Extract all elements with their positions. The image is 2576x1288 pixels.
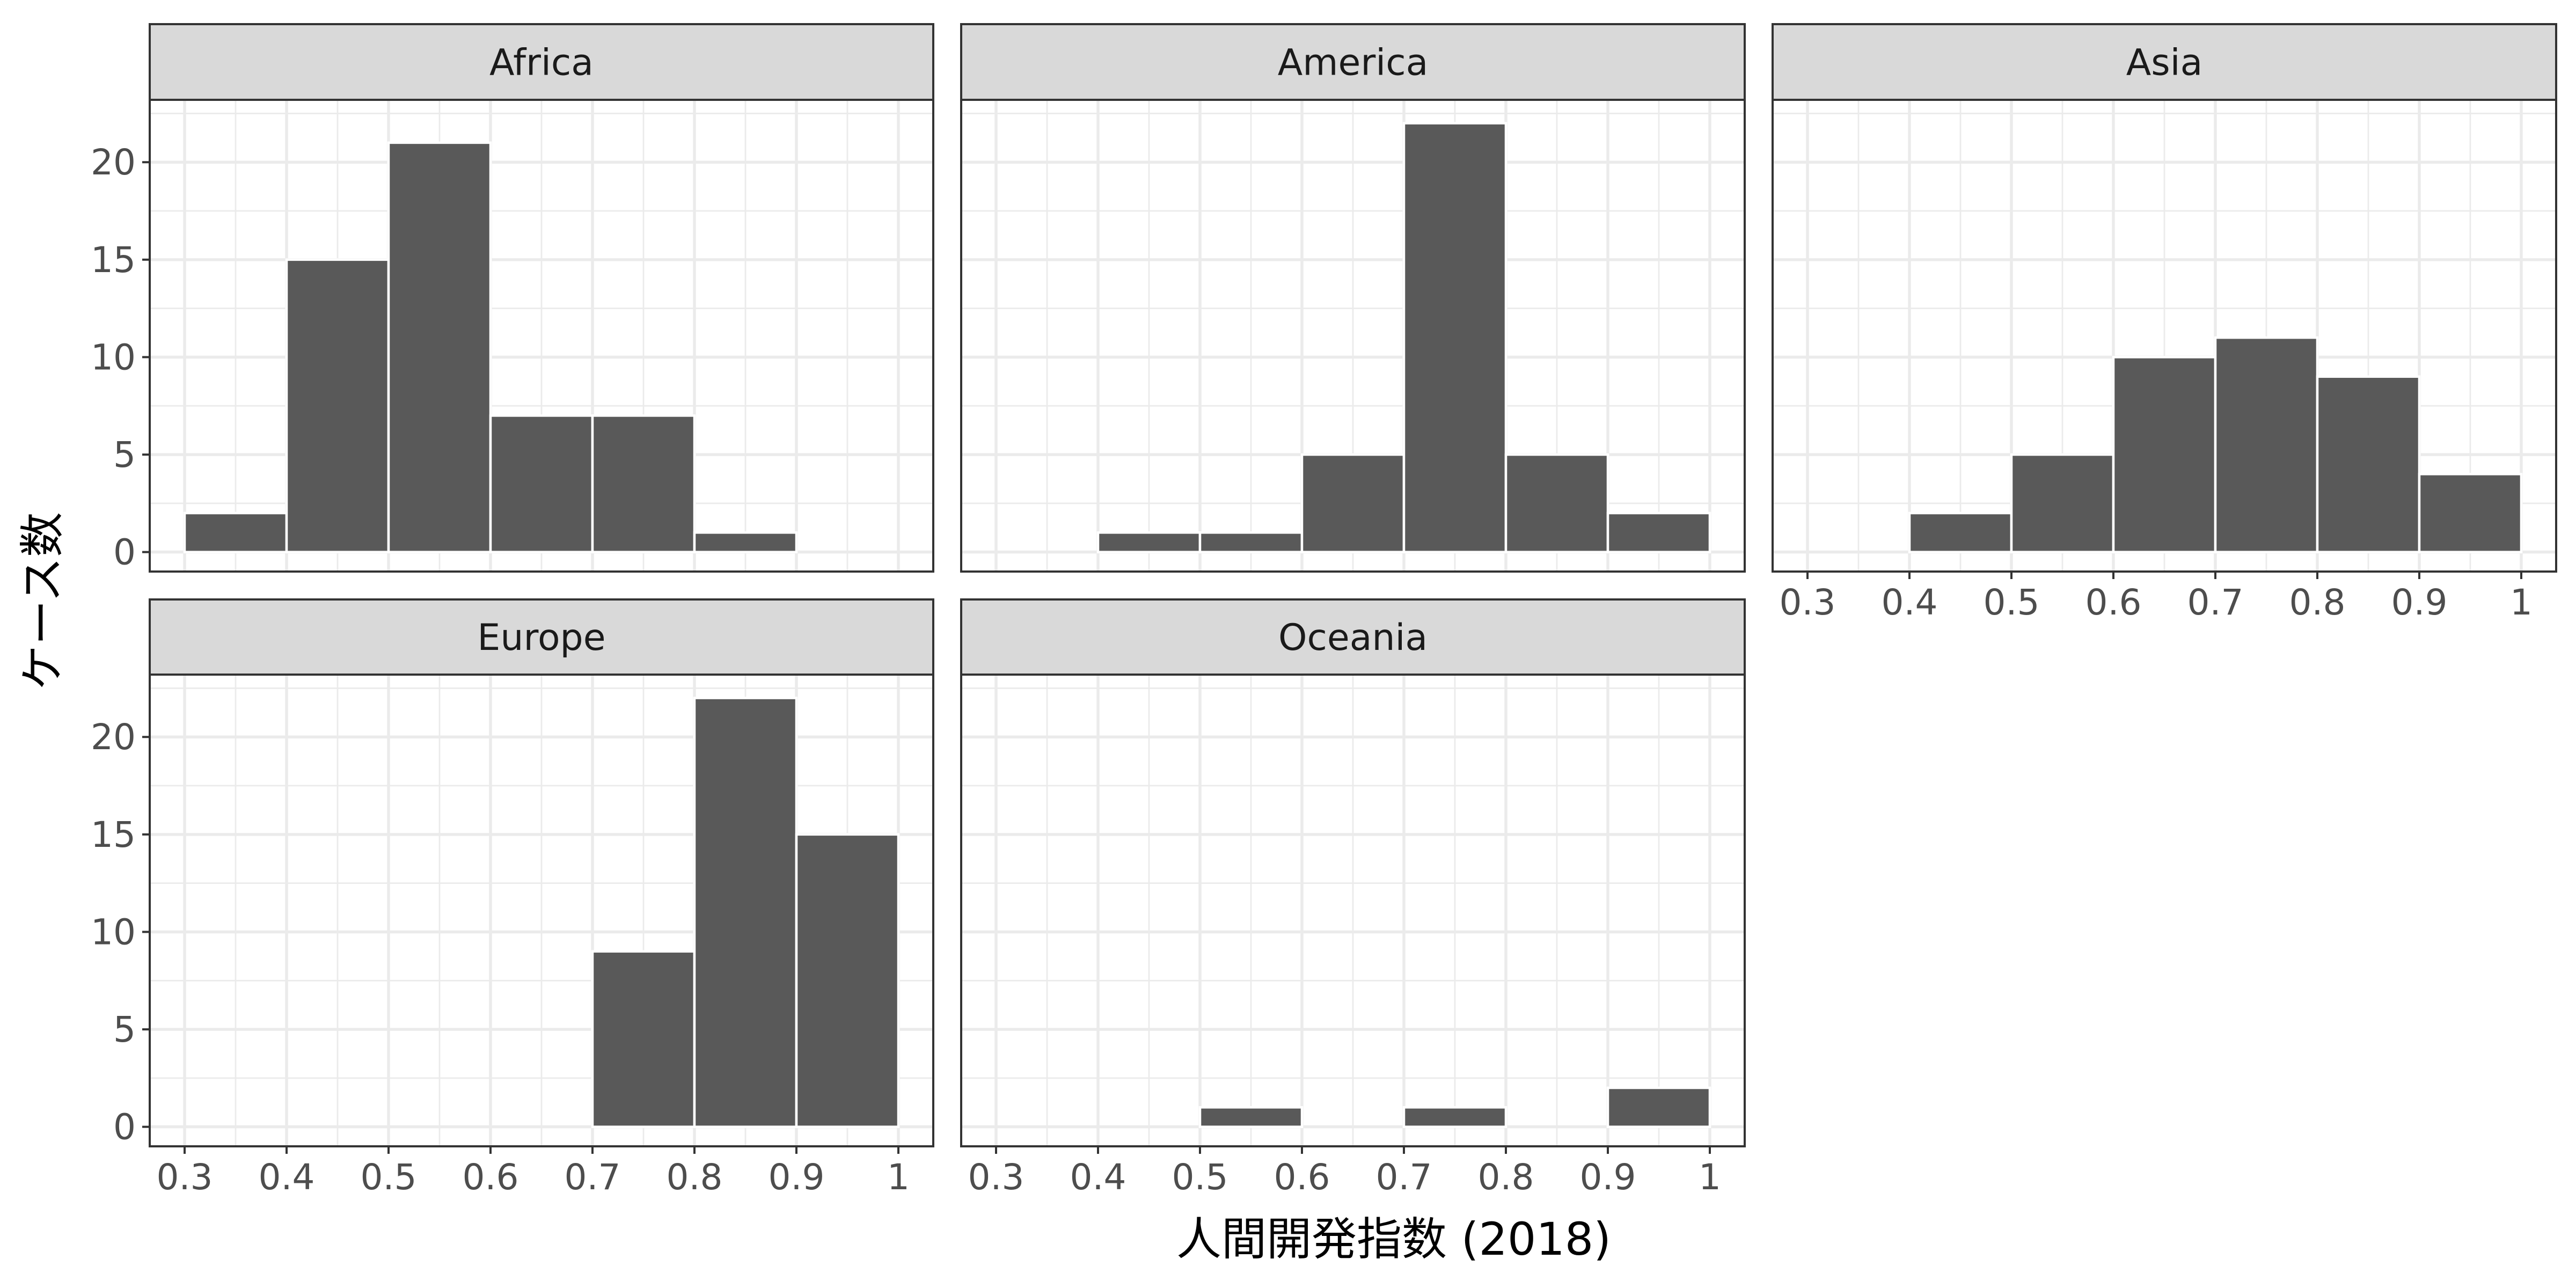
bar <box>1402 122 1507 553</box>
x-tick-label: 0.4 <box>1882 582 1938 623</box>
bar <box>1096 531 1202 553</box>
facet-panel-america: America <box>960 23 1746 573</box>
facet-panel-europe: Europe 0 5 10 15 20 0.3 0.4 0.5 0.6 0.7 0.8 0.9 1 <box>91 598 934 1198</box>
facet-strip-label: America <box>1278 42 1429 84</box>
facet-strip <box>960 23 1746 101</box>
y-tick-label: 15 <box>91 239 136 281</box>
bar <box>1198 1106 1304 1128</box>
x-tick-label: 0.5 <box>361 1157 417 1198</box>
bar <box>2010 453 2115 553</box>
bar <box>693 697 798 1128</box>
bar <box>1504 453 1609 553</box>
y-tick-label: 5 <box>113 1009 136 1050</box>
facet-panel-asia: Asia 0.3 0.4 0.5 0.6 0.7 0.8 0.9 1 <box>1772 23 2557 623</box>
y-tick-label: 20 <box>91 716 136 758</box>
x-tick-label: 0.8 <box>1478 1157 1534 1198</box>
x-tick-label: 0.7 <box>2187 582 2244 623</box>
bar <box>285 258 390 553</box>
x-tick-label: 0.4 <box>259 1157 315 1198</box>
y-tick-label: 20 <box>91 142 136 183</box>
y-tick-label: 10 <box>91 336 136 378</box>
x-tick-label: 0.9 <box>769 1157 825 1198</box>
bar <box>1198 531 1304 553</box>
bar <box>2214 336 2319 553</box>
facet-strip-label: Africa <box>489 42 594 84</box>
x-tick-label: 0.7 <box>1376 1157 1432 1198</box>
bar <box>1606 511 1711 553</box>
bar <box>489 414 594 553</box>
x-tick-label: 0.6 <box>2085 582 2142 623</box>
facet-strip <box>149 23 934 101</box>
y-tick-label: 0 <box>113 1107 136 1148</box>
bar <box>2112 356 2217 553</box>
facet-panel-africa: Africa 0 5 10 15 20 <box>91 23 934 573</box>
bar <box>693 531 798 553</box>
y-tick-label: 5 <box>113 434 136 475</box>
x-tick-label: 0.3 <box>1780 582 1836 623</box>
y-axis-title: ケース数 <box>16 512 69 690</box>
bar <box>795 833 900 1128</box>
x-tick-label: 0.3 <box>157 1157 213 1198</box>
bar <box>591 950 696 1128</box>
facet-strip <box>1772 23 2557 101</box>
x-tick-label: 0.7 <box>565 1157 621 1198</box>
bar <box>1908 511 2013 553</box>
facet-panel-oceania: Oceania 0.3 0.4 0.5 0.6 0.7 0.8 0.9 1 <box>960 598 1746 1198</box>
facet-strip-label: Oceania <box>1278 617 1428 659</box>
y-tick-label: 0 <box>113 532 136 573</box>
bar <box>1606 1086 1711 1128</box>
x-tick-label: 0.9 <box>2391 582 2448 623</box>
bar <box>183 511 288 553</box>
x-axis-title: 人間開発指数 (2018) <box>1176 1213 1611 1265</box>
x-tick-label: 0.6 <box>463 1157 519 1198</box>
facet-strip-label: Asia <box>2126 42 2203 84</box>
x-tick-label: 0.5 <box>1172 1157 1228 1198</box>
x-tick-label: 0.3 <box>968 1157 1024 1198</box>
facet-strip-label: Europe <box>477 617 605 659</box>
x-tick-label: 1 <box>887 1157 910 1198</box>
y-tick-label: 10 <box>91 911 136 953</box>
x-tick-label: 0.8 <box>2289 582 2346 623</box>
bar <box>1300 453 1406 553</box>
y-tick-label: 15 <box>91 814 136 855</box>
x-tick-label: 0.8 <box>667 1157 723 1198</box>
x-tick-label: 1 <box>1699 1157 1721 1198</box>
x-tick-label: 1 <box>2510 582 2533 623</box>
bar <box>1402 1106 1507 1128</box>
facet-strip <box>960 598 1746 676</box>
x-tick-label: 0.4 <box>1070 1157 1126 1198</box>
facet-strip <box>149 598 934 676</box>
x-tick-label: 0.5 <box>1984 582 2040 623</box>
bar <box>387 141 492 553</box>
bar <box>591 414 696 553</box>
bar <box>2418 473 2523 553</box>
x-tick-label: 0.6 <box>1274 1157 1330 1198</box>
bar <box>2316 375 2421 553</box>
x-tick-label: 0.9 <box>1580 1157 1636 1198</box>
